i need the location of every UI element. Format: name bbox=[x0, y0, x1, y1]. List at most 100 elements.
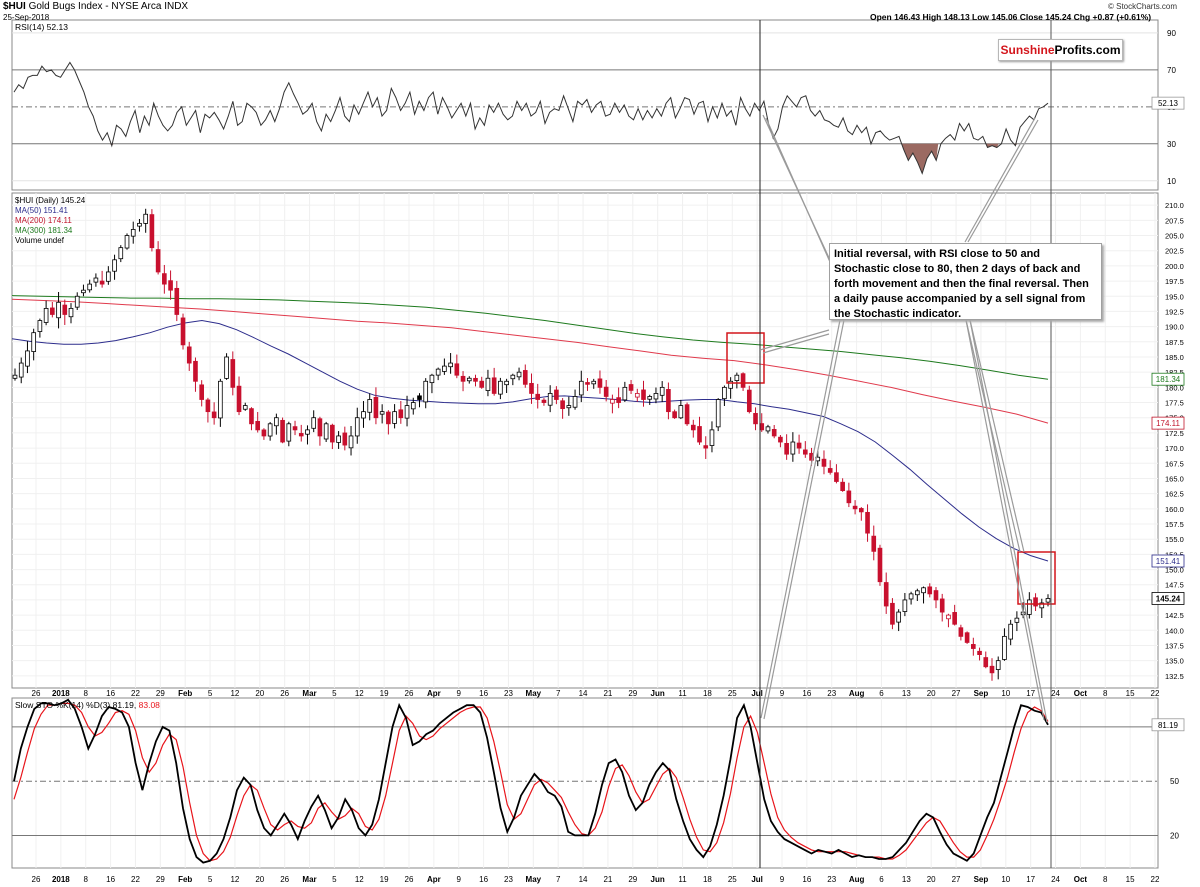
candle-body bbox=[1039, 602, 1045, 609]
candle-body bbox=[106, 271, 111, 282]
candle-body bbox=[342, 432, 348, 446]
candle-body bbox=[939, 598, 945, 613]
price-tick-label: 162.5 bbox=[1165, 490, 1184, 499]
candle-body bbox=[622, 386, 628, 401]
candle-body bbox=[977, 650, 982, 655]
panel-frame bbox=[11, 192, 1159, 689]
price-tick-label: 197.5 bbox=[1165, 277, 1184, 286]
price-plot bbox=[11, 208, 1051, 681]
candle-body bbox=[373, 397, 379, 419]
candle-body bbox=[958, 627, 964, 637]
candle-body bbox=[404, 405, 410, 419]
price-tick-label: 140.0 bbox=[1165, 626, 1184, 635]
rsi-value-tag-text: 52.13 bbox=[1158, 99, 1179, 108]
candle-body bbox=[659, 386, 665, 396]
x-tick-label: 18 bbox=[703, 689, 712, 698]
candle-body bbox=[908, 593, 914, 600]
sto-value-tag bbox=[1151, 718, 1185, 732]
x-tick-label-bottom: 26 bbox=[405, 875, 414, 884]
candle-body bbox=[62, 304, 68, 315]
candle-body bbox=[802, 449, 808, 455]
candle-body bbox=[81, 289, 86, 294]
x-tick-label: 17 bbox=[1026, 689, 1035, 698]
panel-frame bbox=[11, 19, 1159, 191]
annotation-lines bbox=[726, 20, 1056, 868]
candle-body bbox=[858, 508, 864, 513]
candle-body bbox=[771, 429, 777, 437]
candle-body bbox=[1033, 597, 1038, 607]
highlight-box-july bbox=[726, 332, 765, 384]
price-tick-label: 135.0 bbox=[1165, 657, 1184, 666]
x-tick-label: 23 bbox=[827, 689, 836, 698]
candle-body bbox=[821, 458, 827, 467]
candle-body bbox=[93, 277, 99, 283]
candle-body bbox=[236, 385, 242, 413]
x-tick-label-bottom: 8 bbox=[84, 875, 89, 884]
x-tick-label-bottom: 5 bbox=[208, 875, 213, 884]
x-tick-label: 12 bbox=[230, 689, 239, 698]
candle-body bbox=[678, 405, 684, 419]
x-tick-label: 14 bbox=[579, 689, 588, 698]
candle-body bbox=[709, 429, 715, 446]
sunshine-profits-logo: SunshineProfits.com bbox=[998, 39, 1123, 61]
x-tick-label: 12 bbox=[355, 689, 364, 698]
candle-body bbox=[846, 490, 852, 504]
x-tick-label-bottom: Feb bbox=[178, 875, 192, 884]
x-tick-label: 11 bbox=[678, 689, 687, 698]
candle-body bbox=[585, 382, 590, 385]
x-tick-label: 7 bbox=[556, 689, 561, 698]
x-tick-label: 5 bbox=[208, 689, 213, 698]
x-tick-label-bottom: 24 bbox=[1051, 875, 1060, 884]
x-tick-label-bottom: 29 bbox=[156, 875, 165, 884]
chart-header: $HUI Gold Bugs Index - NYSE Arca INDX bbox=[3, 1, 188, 12]
grid-lines bbox=[12, 32, 1158, 868]
callout-line bbox=[965, 319, 1021, 553]
candle-body bbox=[323, 423, 329, 440]
x-tick-label-bottom: 16 bbox=[479, 875, 488, 884]
price-value-tag bbox=[1151, 372, 1185, 386]
candle-body bbox=[435, 368, 441, 376]
rsi-value-tag bbox=[1151, 96, 1185, 110]
x-tick-label-bottom: 20 bbox=[927, 875, 936, 884]
price-tick-label: 132.5 bbox=[1165, 672, 1184, 681]
callout-line bbox=[759, 329, 830, 351]
x-tick-label: Jul bbox=[751, 689, 763, 698]
sto-title-d: 83.08 bbox=[138, 700, 160, 710]
candle-body bbox=[634, 393, 640, 398]
x-tick-label: Sep bbox=[974, 689, 989, 698]
price-tick-label: 195.0 bbox=[1165, 292, 1184, 301]
price-value-tag-text: 151.41 bbox=[1156, 557, 1181, 566]
rsi-tick-label: 10 bbox=[1167, 177, 1176, 186]
candle-body bbox=[143, 213, 148, 224]
candle-body bbox=[417, 395, 422, 400]
x-tick-label-bottom: 26 bbox=[32, 875, 41, 884]
candle-body bbox=[778, 436, 783, 443]
price-tick-label: 157.5 bbox=[1165, 520, 1184, 529]
panel-frames bbox=[11, 19, 1159, 869]
candle-body bbox=[921, 587, 926, 594]
ma200-line bbox=[11, 298, 1049, 424]
callout-line bbox=[760, 319, 841, 719]
candle-body bbox=[722, 386, 727, 400]
candle-body bbox=[672, 411, 677, 419]
x-tick-label-bottom: Apr bbox=[427, 875, 441, 884]
candle-body bbox=[205, 399, 211, 413]
candle-body bbox=[684, 404, 690, 425]
legend-item: $HUI (Daily) 145.24 bbox=[15, 196, 86, 205]
x-tick-label-bottom: Oct bbox=[1074, 875, 1088, 884]
x-tick-label: 22 bbox=[1151, 689, 1160, 698]
candle-body bbox=[118, 247, 124, 260]
price-value-tag bbox=[1151, 592, 1185, 605]
candle-body bbox=[330, 424, 335, 443]
x-tick-label-bottom: 22 bbox=[131, 875, 140, 884]
axis-labels: 26262018201888161622222929FebFeb55121220… bbox=[32, 29, 1185, 884]
symbol-name: Gold Bugs Index - NYSE Arca INDX bbox=[28, 1, 189, 12]
annotation-box: Initial reversal, with RSI close to 50 a… bbox=[829, 243, 1102, 320]
x-tick-label: 27 bbox=[952, 689, 961, 698]
candle-body bbox=[603, 386, 609, 397]
candle-body bbox=[852, 505, 858, 510]
price-tick-label: 177.5 bbox=[1165, 399, 1184, 408]
legend-item: Volume undef bbox=[15, 236, 64, 245]
x-tick-label: 22 bbox=[131, 689, 140, 698]
candle-body bbox=[933, 590, 939, 601]
